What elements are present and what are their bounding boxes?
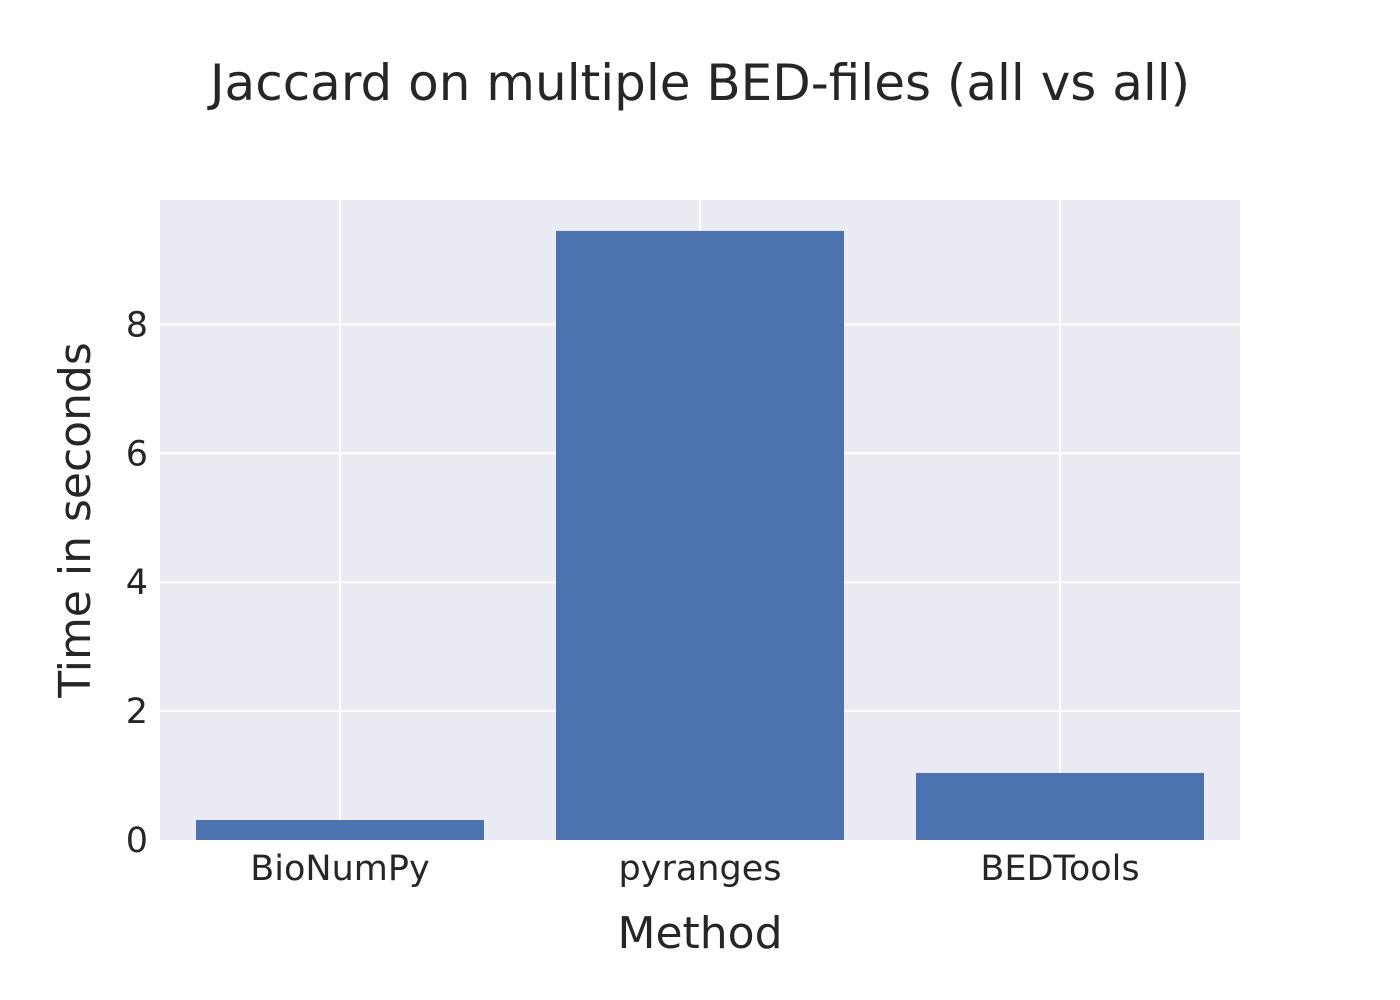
bars [196,230,1204,841]
y-axis-label: Time in seconds [50,342,101,699]
y-tick-label: 8 [126,305,148,345]
x-tick-label: pyranges [619,849,782,889]
chart-title: Jaccard on multiple BED-files (all vs al… [207,54,1190,112]
y-tick-label: 2 [126,692,148,732]
x-tick-label: BEDTools [980,849,1139,889]
x-tick-label: BioNumPy [250,849,429,889]
y-tick-label: 6 [126,434,148,474]
x-axis-ticks: BioNumPy pyranges BEDTools [250,849,1139,889]
bar-pyranges [556,230,844,841]
bar-bionumpy [196,820,484,840]
bar-bedtools [916,772,1204,840]
y-tick-label: 4 [126,563,148,603]
y-tick-label: 0 [126,821,148,861]
x-axis-label: Method [617,908,782,959]
y-axis-ticks: 0 2 4 6 8 [126,305,148,861]
